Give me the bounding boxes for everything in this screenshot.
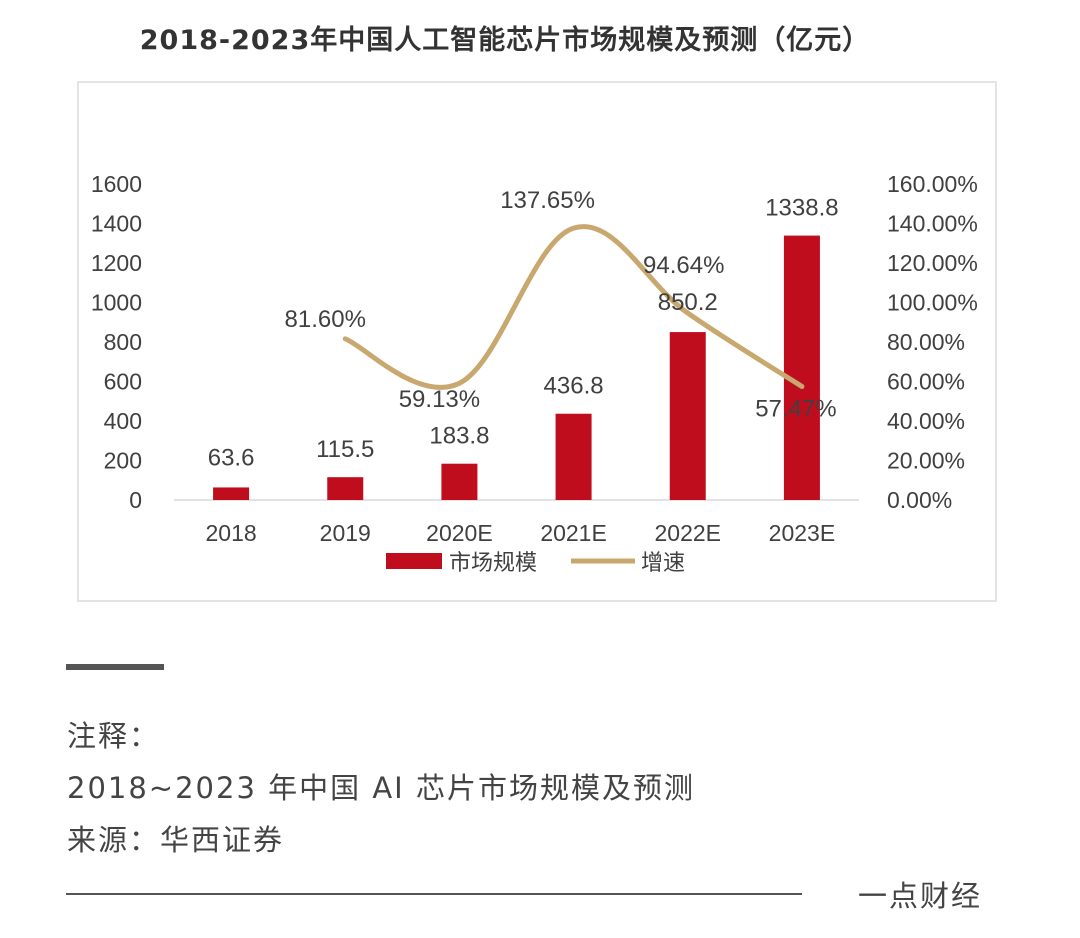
y-right-tick-label: 160.00% (887, 171, 978, 197)
note-description: 2018~2023 年中国 AI 芯片市场规模及预测 (67, 771, 695, 805)
growth-value-label: 57.47% (755, 395, 836, 422)
legend-swatch-bar (386, 553, 442, 569)
y-left-tick-label: 1400 (91, 211, 142, 237)
x-tick-label: 2021E (540, 520, 607, 546)
growth-line (342, 224, 805, 390)
section-rule (66, 664, 164, 670)
y-right-tick-label: 120.00% (887, 250, 978, 276)
y-left-tick-label: 1000 (91, 290, 142, 316)
y-left-tick-label: 200 (104, 448, 142, 474)
x-tick-label: 2023E (769, 520, 836, 546)
note-heading: 注释： (67, 719, 161, 753)
bar-2021E (555, 413, 592, 500)
y-right-tick-label: 100.00% (887, 290, 978, 316)
bar-value-label: 1338.8 (765, 195, 838, 222)
growth-value-label: 81.60% (285, 306, 366, 333)
chart-canvas: 0 200 400 600 800 1000 1200 1400 1600 0.00% 20.00%… (91, 171, 978, 576)
note-source: 来源：华西证券 (67, 823, 285, 857)
y-left-tick-label: 0 (129, 487, 142, 513)
brand-signature: 一点财经 (858, 879, 983, 913)
chart-title: 2018-2023年中国人工智能芯片市场规模及预测（亿元） (139, 25, 871, 56)
bar-2020E (441, 463, 478, 500)
x-tick-label: 2022E (654, 520, 721, 546)
y-right-tick-label: 140.00% (887, 211, 978, 237)
y-left-tick-label: 800 (104, 329, 142, 355)
legend-label-bar: 市场规模 (449, 551, 537, 576)
bar-value-label: 115.5 (316, 436, 374, 463)
y-right-tick-label: 20.00% (887, 448, 965, 474)
growth-value-label: 94.64% (643, 252, 724, 279)
bar-2018 (213, 487, 250, 500)
bar-2022E (669, 332, 706, 500)
bar-value-label: 850.2 (658, 289, 718, 316)
bar-value-label: 436.8 (544, 373, 604, 400)
y-left-tick-label: 600 (104, 369, 142, 395)
y-left-tick-label: 1200 (91, 250, 142, 276)
growth-value-label: 137.65% (500, 187, 595, 214)
growth-value-label: 59.13% (399, 386, 480, 413)
x-tick-label: 2018 (205, 520, 256, 546)
chart-frame: 0 200 400 600 800 1000 1200 1400 1600 0.00% 20.00%… (77, 81, 997, 602)
bar-value-label: 63.6 (208, 444, 255, 471)
x-tick-label: 2019 (320, 520, 371, 546)
x-tick-label: 2020E (426, 520, 493, 546)
y-right-tick-label: 0.00% (887, 487, 952, 513)
bar-2023E (783, 235, 820, 500)
legend-label-line: 增速 (641, 551, 685, 576)
y-left-tick-label: 400 (104, 408, 142, 434)
y-left-tick-label: 1600 (91, 171, 142, 197)
bar-value-label: 183.8 (429, 423, 489, 450)
y-right-tick-label: 60.00% (887, 369, 965, 395)
y-right-tick-label: 40.00% (887, 408, 965, 434)
bar-2019 (327, 477, 364, 500)
y-right-tick-label: 80.00% (887, 329, 965, 355)
footer-divider (66, 893, 802, 895)
